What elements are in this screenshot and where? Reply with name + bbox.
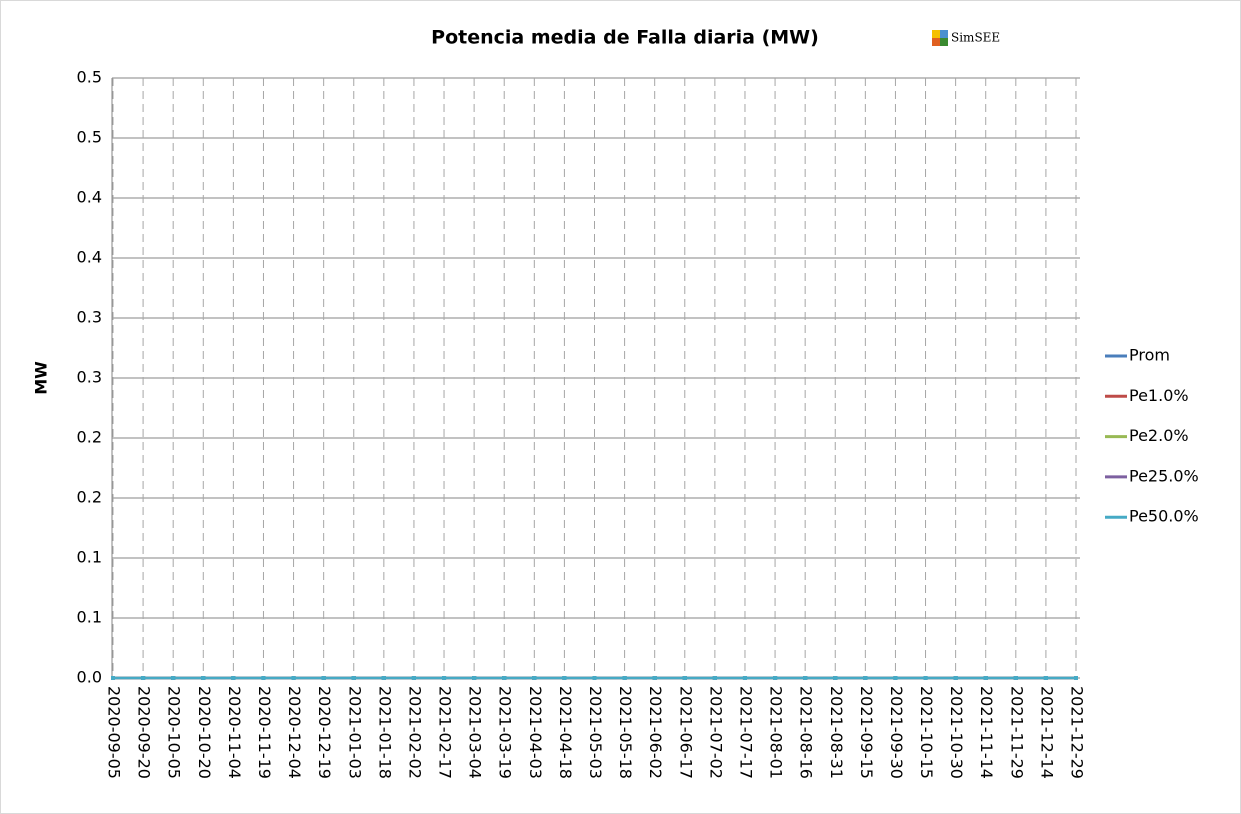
x-tick-label: 2020-10-20 (195, 686, 214, 779)
point-marker (472, 676, 477, 680)
point-marker (983, 676, 988, 680)
point-marker (803, 676, 808, 680)
point-marker (833, 676, 838, 680)
x-tick-label: 2021-08-31 (827, 686, 846, 779)
x-tick-label: 2021-09-15 (857, 686, 876, 779)
point-marker (622, 676, 627, 680)
x-tick-label: 2021-07-02 (706, 686, 725, 779)
y-tick-label: 0.3 (77, 368, 102, 387)
point-marker (923, 676, 928, 680)
y-tick-label: 0.5 (77, 128, 102, 147)
point-marker (562, 676, 567, 680)
logo-square (940, 30, 948, 38)
x-tick-label: 2021-04-18 (556, 686, 575, 779)
point-marker (442, 676, 447, 680)
point-marker (712, 676, 717, 680)
point-marker (953, 676, 958, 680)
x-tick-label: 2020-11-19 (255, 686, 274, 779)
x-tick-label: 2021-03-19 (496, 686, 515, 779)
logo-square (932, 30, 940, 38)
point-marker (502, 676, 507, 680)
point-marker (411, 676, 416, 680)
y-tick-label: 0.3 (77, 308, 102, 327)
point-marker (592, 676, 597, 680)
point-marker (201, 676, 206, 680)
legend-label: Pe50.0% (1129, 507, 1199, 526)
legend-label: Pe25.0% (1129, 466, 1199, 485)
logo-square (932, 38, 940, 46)
point-marker (1013, 676, 1018, 680)
y-tick-label: 0.2 (77, 488, 102, 507)
legend-label: Pe1.0% (1129, 386, 1189, 405)
point-marker (773, 676, 778, 680)
chart-title: Potencia media de Falla diaria (MW) (431, 27, 819, 49)
point-marker (532, 676, 537, 680)
x-tick-label: 2021-10-30 (947, 686, 966, 779)
x-tick-label: 2020-09-20 (135, 686, 154, 779)
x-tick-label: 2020-10-05 (165, 686, 184, 779)
x-tick-label: 2021-01-18 (375, 686, 394, 779)
x-tick-label: 2021-10-15 (917, 686, 936, 779)
x-tick-label: 2021-05-18 (616, 686, 635, 779)
x-tick-label: 2021-11-14 (977, 686, 996, 779)
x-tick-label: 2021-11-29 (1007, 686, 1026, 779)
x-tick-label: 2021-05-03 (586, 686, 605, 779)
x-tick-label: 2021-02-17 (436, 686, 455, 779)
point-marker (652, 676, 657, 680)
x-tick-label: 2021-07-17 (736, 686, 755, 779)
point-marker (261, 676, 266, 680)
legend-label: Pe2.0% (1129, 426, 1189, 445)
point-marker (1043, 676, 1048, 680)
x-tick-label: 2021-08-01 (767, 686, 786, 779)
y-tick-label: 0.1 (77, 548, 102, 567)
x-tick-label: 2021-12-29 (1068, 686, 1087, 779)
y-tick-label: 0.5 (77, 68, 102, 87)
point-marker (321, 676, 326, 680)
point-marker (111, 676, 115, 680)
point-marker (1074, 676, 1078, 680)
point-marker (351, 676, 356, 680)
x-tick-label: 2021-03-04 (466, 686, 485, 779)
logo: SimSEE (932, 30, 1000, 46)
point-marker (863, 676, 868, 680)
point-marker (171, 676, 176, 680)
y-axis-label: MW (32, 361, 51, 395)
point-marker (291, 676, 296, 680)
x-tick-label: 2021-01-03 (345, 686, 364, 779)
point-marker (742, 676, 747, 680)
y-tick-label: 0.1 (77, 608, 102, 627)
y-tick-label: 0.0 (77, 668, 102, 687)
x-tick-label: 2020-11-04 (225, 686, 244, 779)
x-tick-label: 2020-12-19 (315, 686, 334, 779)
logo-square (940, 38, 948, 46)
point-marker (381, 676, 386, 680)
point-marker (231, 676, 236, 680)
x-tick-label: 2021-12-14 (1037, 686, 1056, 779)
x-tick-label: 2021-06-17 (676, 686, 695, 779)
x-tick-label: 2021-08-16 (797, 686, 816, 779)
logo-text: SimSEE (951, 31, 1000, 45)
x-tick-label: 2021-06-02 (646, 686, 665, 779)
y-tick-label: 0.2 (77, 428, 102, 447)
point-marker (682, 676, 687, 680)
x-tick-label: 2021-04-03 (526, 686, 545, 779)
legend-label: Prom (1129, 346, 1170, 365)
x-tick-label: 2020-09-05 (105, 686, 124, 779)
point-marker (893, 676, 898, 680)
y-tick-label: 0.4 (77, 188, 102, 207)
y-tick-label: 0.4 (77, 248, 102, 267)
x-tick-label: 2021-02-02 (405, 686, 424, 779)
x-tick-label: 2021-09-30 (887, 686, 906, 779)
x-tick-label: 2020-12-04 (285, 686, 304, 779)
point-marker (141, 676, 146, 680)
